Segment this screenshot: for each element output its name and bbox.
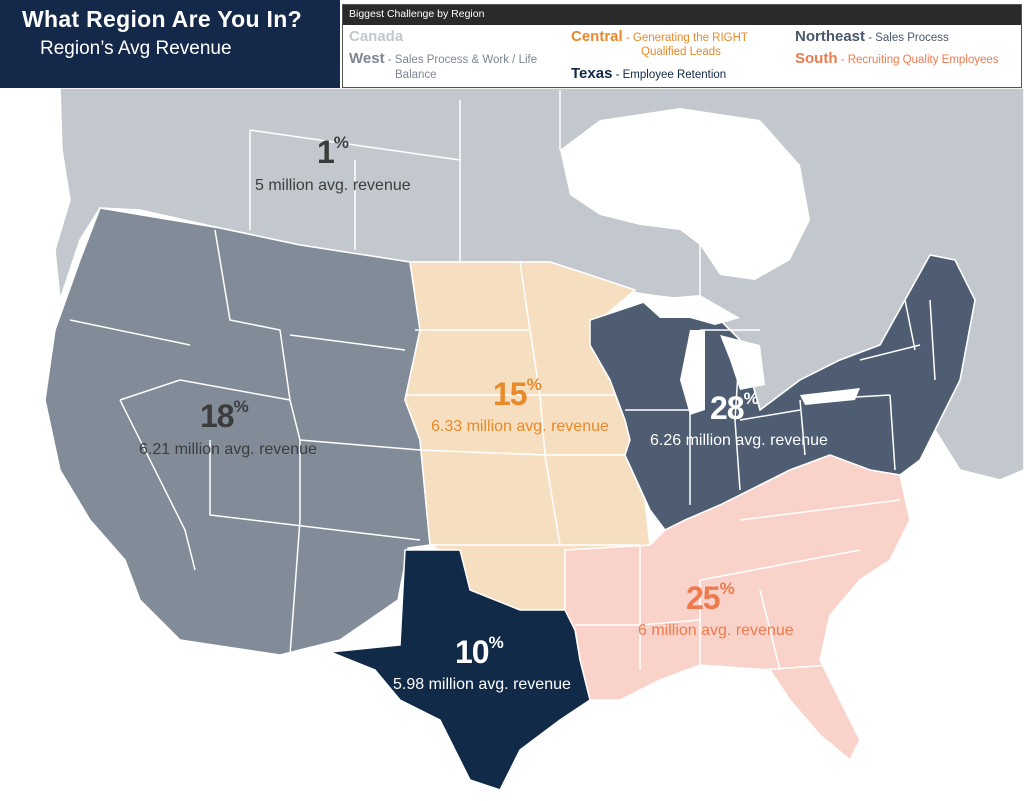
- central-percent: 15%: [493, 375, 542, 413]
- page-title: What Region Are You In?: [22, 6, 302, 32]
- central-percent-value: 15: [493, 376, 528, 412]
- texas-percent-value: 10: [455, 634, 490, 670]
- title-banner: What Region Are You In? Region’s Avg Rev…: [0, 0, 340, 88]
- northeast-percent: 28%: [710, 389, 759, 427]
- legend-texas-region: Texas: [571, 65, 613, 82]
- west-percent-sign: %: [233, 397, 249, 417]
- canada-percent: 1%: [317, 133, 349, 171]
- legend-south-region: South: [795, 50, 838, 67]
- northeast-revenue: 6.26 million avg. revenue: [650, 432, 828, 449]
- legend-south: South - Recruiting Quality Employees: [795, 50, 999, 67]
- legend-central-challenge-line2: Qualified Leads: [641, 46, 721, 58]
- central-revenue: 6.33 million avg. revenue: [431, 418, 609, 435]
- south-region[interactable]: [564, 454, 911, 762]
- texas-percent-sign: %: [488, 633, 504, 653]
- legend-west-challenge: - Sales Process & Work / Life: [384, 54, 538, 66]
- legend-west: West - Sales Process & Work / Life: [349, 50, 537, 67]
- central-percent-sign: %: [526, 375, 542, 395]
- west-percent-value: 18: [200, 398, 235, 434]
- west-revenue: 6.21 million avg. revenue: [139, 441, 317, 458]
- legend-central-challenge: - Generating the RIGHT: [622, 32, 748, 44]
- page-subtitle: Region’s Avg Revenue: [40, 38, 232, 59]
- northeast-percent-value: 28: [710, 390, 745, 426]
- canada-revenue: 5 million avg. revenue: [255, 177, 411, 194]
- legend-texas-challenge: - Employee Retention: [612, 69, 727, 81]
- south-percent-value: 25: [686, 580, 721, 616]
- texas-region[interactable]: [329, 549, 591, 791]
- legend-canada-region: Canada: [349, 28, 404, 45]
- legend-northeast-challenge: - Sales Process: [865, 32, 949, 44]
- central-borders: [405, 261, 640, 546]
- northeast-borders: [625, 299, 936, 505]
- legend-west-region: West: [349, 50, 385, 67]
- south-percent-sign: %: [719, 579, 735, 599]
- canada-percent-sign: %: [333, 133, 349, 153]
- legend-canada: Canada: [349, 28, 403, 45]
- legend-south-challenge: - Recruiting Quality Employees: [837, 54, 999, 66]
- south-revenue: 6 million avg. revenue: [638, 622, 794, 639]
- hudson-bay: [560, 108, 810, 280]
- legend-central: Central - Generating the RIGHT: [571, 28, 748, 45]
- legend-northeast-region: Northeast: [795, 28, 866, 45]
- legend-texas: Texas - Employee Retention: [571, 65, 726, 82]
- west-percent: 18%: [200, 397, 249, 435]
- northeast-percent-sign: %: [743, 389, 759, 409]
- canada-percent-value: 1: [317, 134, 335, 170]
- challenge-legend: Biggest Challenge by Region Canada West …: [342, 4, 1022, 88]
- legend-heading-bar: Biggest Challenge by Region: [343, 5, 1021, 25]
- texas-percent: 10%: [455, 633, 504, 671]
- west-borders: [69, 229, 421, 656]
- south-percent: 25%: [686, 579, 735, 617]
- legend-central-region: Central: [571, 28, 623, 45]
- canada-borders: [249, 90, 701, 300]
- great-lakes: [640, 295, 860, 415]
- south-borders: [575, 499, 901, 671]
- legend-heading: Biggest Challenge by Region: [349, 8, 485, 20]
- legend-northeast: Northeast - Sales Process: [795, 28, 949, 45]
- texas-revenue: 5.98 million avg. revenue: [393, 676, 571, 693]
- legend-west-challenge-line2: Balance: [395, 69, 437, 81]
